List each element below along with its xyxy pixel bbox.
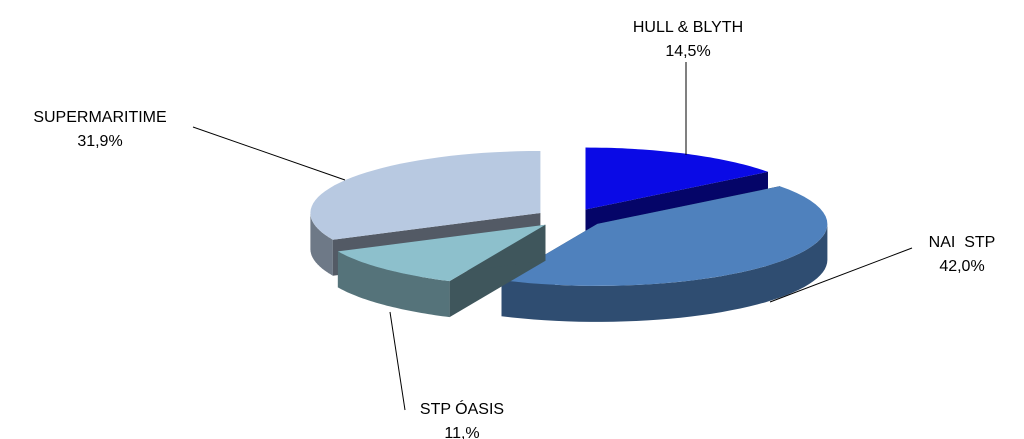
slice-value-label: 42,0% — [939, 258, 984, 275]
slice — [585, 147, 768, 210]
slice-label: HULL & BLYTH — [633, 19, 743, 36]
slice-side — [310, 213, 333, 276]
slice — [501, 186, 828, 286]
leader-line — [389, 311, 406, 411]
slice-side — [337, 251, 450, 318]
slice-value-label: 31,9% — [77, 133, 122, 150]
slice-value-label: 11,% — [444, 425, 479, 439]
slice-label: NAI STP — [929, 234, 996, 251]
slice-value-label: 14,5% — [665, 43, 710, 60]
slice-label: SUPERMARITIME — [33, 109, 166, 126]
leader-line — [192, 126, 346, 181]
slice-side — [501, 223, 828, 322]
slice — [310, 151, 541, 240]
slice — [337, 224, 546, 282]
leader-line — [769, 247, 913, 303]
slice-label: STP ÓASIS — [420, 399, 504, 418]
